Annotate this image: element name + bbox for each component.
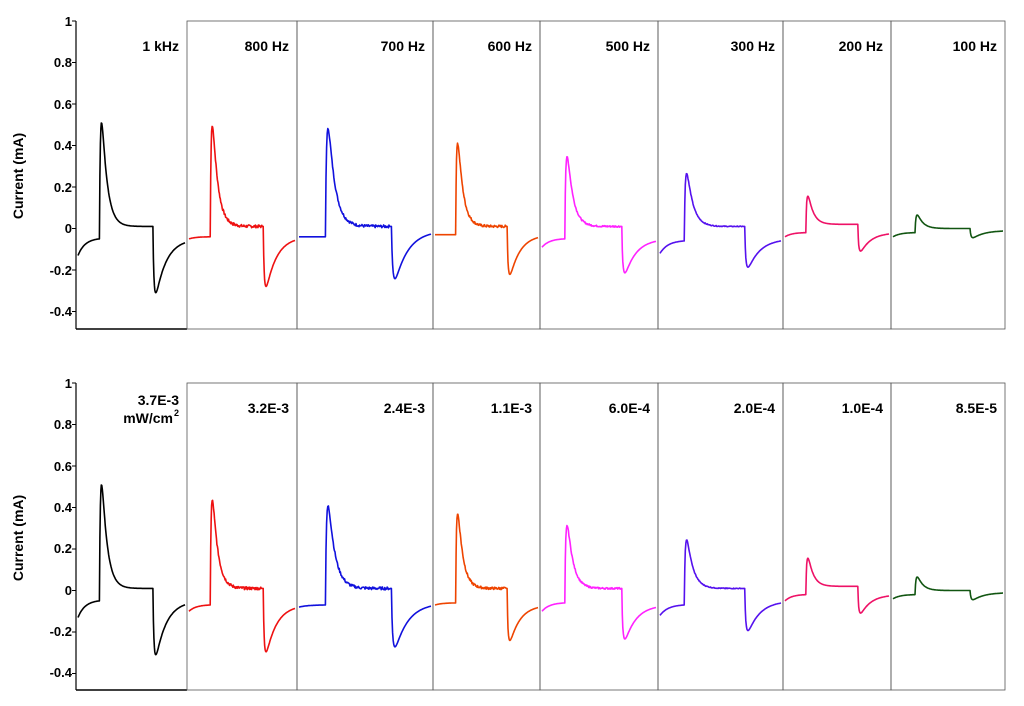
bottom-ytick-label: 0.6 [54,459,72,474]
top-trace-7 [892,214,1004,239]
bottom-panel-frame [890,382,1006,691]
bottom-panel-frame [296,382,434,691]
bottom-ytick-labels: 1 0.8 0.6 0.4 0.2 0 -0.2 -0.4 [50,376,73,680]
bottom-panels: 3.7E-3 mW/cm 2 3.2E-3 2.4E-3 1.1E-3 6.0E-4 2.0E… [72,382,1006,691]
top-trace-2 [298,127,432,280]
bottom-series-label: 2.4E-3 [384,400,425,416]
bottom-ytick-label: 0 [65,583,72,598]
row-bottom: 1 0.8 0.6 0.4 0.2 0 -0.2 -0.4 Current (m… [10,376,1006,691]
top-panel-frame [890,20,1006,330]
bottom-trace-4 [541,524,657,640]
top-ytick-label: 0.6 [54,97,72,112]
bottom-ytick-label: 0.2 [54,541,72,556]
bottom-panel: 3.7E-3 mW/cm 2 [77,392,186,656]
top-panel: 500 Hz [539,20,659,330]
top-series-label: 700 Hz [381,38,425,54]
top-trace-3 [434,142,539,276]
bottom-panel: 3.2E-3 [186,382,298,691]
bottom-trace-0 [77,484,186,656]
bottom-panel: 2.4E-3 [296,382,434,691]
top-ytick-label: 0.4 [54,138,73,153]
bottom-panel: 1.1E-3 [432,382,541,691]
bottom-ytick-label: -0.2 [50,624,72,639]
bottom-trace-1 [188,499,296,653]
bottom-series-label: 2.0E-4 [734,400,775,416]
bottom-trace-6 [784,557,890,614]
bottom-series-label: 1.0E-4 [842,400,883,416]
top-panel: 600 Hz [432,20,541,330]
bottom-series-label: 3.2E-3 [248,400,289,416]
top-trace-6 [784,195,890,252]
top-trace-4 [541,156,657,274]
top-panel-frame [432,20,541,330]
top-panel-frame [782,20,892,330]
bottom-series-label-unit: mW/cm [123,410,173,426]
top-panel-frame [657,20,784,330]
top-series-label: 300 Hz [731,38,775,54]
bottom-panel: 1.0E-4 [782,382,892,691]
bottom-panel: 8.5E-5 [890,382,1006,691]
bottom-panel: 6.0E-4 [539,382,659,691]
top-trace-5 [659,172,782,268]
bottom-series-label: 3.7E-3 [138,392,179,408]
top-ytick-label: 0.8 [54,55,72,70]
top-series-label: 200 Hz [839,38,883,54]
top-panel: 100 Hz [890,20,1006,330]
bottom-ytick-label: 0.8 [54,417,72,432]
bottom-panel-frame [186,382,298,691]
top-panel: 800 Hz [186,20,298,330]
top-series-label: 500 Hz [606,38,650,54]
top-trace-0 [77,122,186,294]
bottom-panel-frame [657,382,784,691]
bottom-panel-frame [539,382,659,691]
top-ytick-labels: 1 0.8 0.6 0.4 0.2 0 -0.2 -0.4 [50,14,73,319]
bottom-trace-2 [298,505,432,648]
top-panels: 1 kHz 800 Hz 700 Hz 600 Hz 500 Hz 300 Hz 200 H… [72,20,1006,330]
bottom-series-label: 1.1E-3 [491,400,532,416]
top-series-label: 100 Hz [953,38,997,54]
top-ylabel: Current (mA) [10,133,26,219]
top-panel-frame [296,20,434,330]
bottom-trace-5 [659,539,782,632]
top-panel: 1 kHz [77,38,186,294]
top-series-label: 600 Hz [488,38,532,54]
bottom-ytick-label: 1 [65,376,72,391]
top-panel-frame [539,20,659,330]
bottom-panel-frame [432,382,541,691]
bottom-series-label-sup: 2 [174,408,179,418]
top-ytick-label: 1 [65,14,72,29]
bottom-panel: 2.0E-4 [657,382,784,691]
top-panel: 200 Hz [782,20,892,330]
top-ytick-label: 0 [65,221,72,236]
bottom-panel-frame [782,382,892,691]
row-top: 1 0.8 0.6 0.4 0.2 0 -0.2 -0.4 Current (m… [10,14,1006,330]
top-trace-1 [188,125,296,288]
bottom-series-label: 8.5E-5 [956,400,997,416]
top-ytick-label: -0.2 [50,263,72,278]
top-series-label: 1 kHz [142,38,179,54]
top-panel-frame [186,20,298,330]
top-panel: 300 Hz [657,20,784,330]
bottom-trace-3 [434,513,539,642]
top-ytick-label: -0.4 [50,304,73,319]
bottom-ytick-label: 0.4 [54,500,73,515]
top-series-label: 800 Hz [245,38,289,54]
bottom-ylabel: Current (mA) [10,495,26,581]
bottom-series-label: 6.0E-4 [609,400,650,416]
bottom-ytick-label: -0.4 [50,665,73,680]
top-panel: 700 Hz [296,20,434,330]
bottom-trace-7 [892,576,1004,601]
top-ytick-label: 0.2 [54,180,72,195]
